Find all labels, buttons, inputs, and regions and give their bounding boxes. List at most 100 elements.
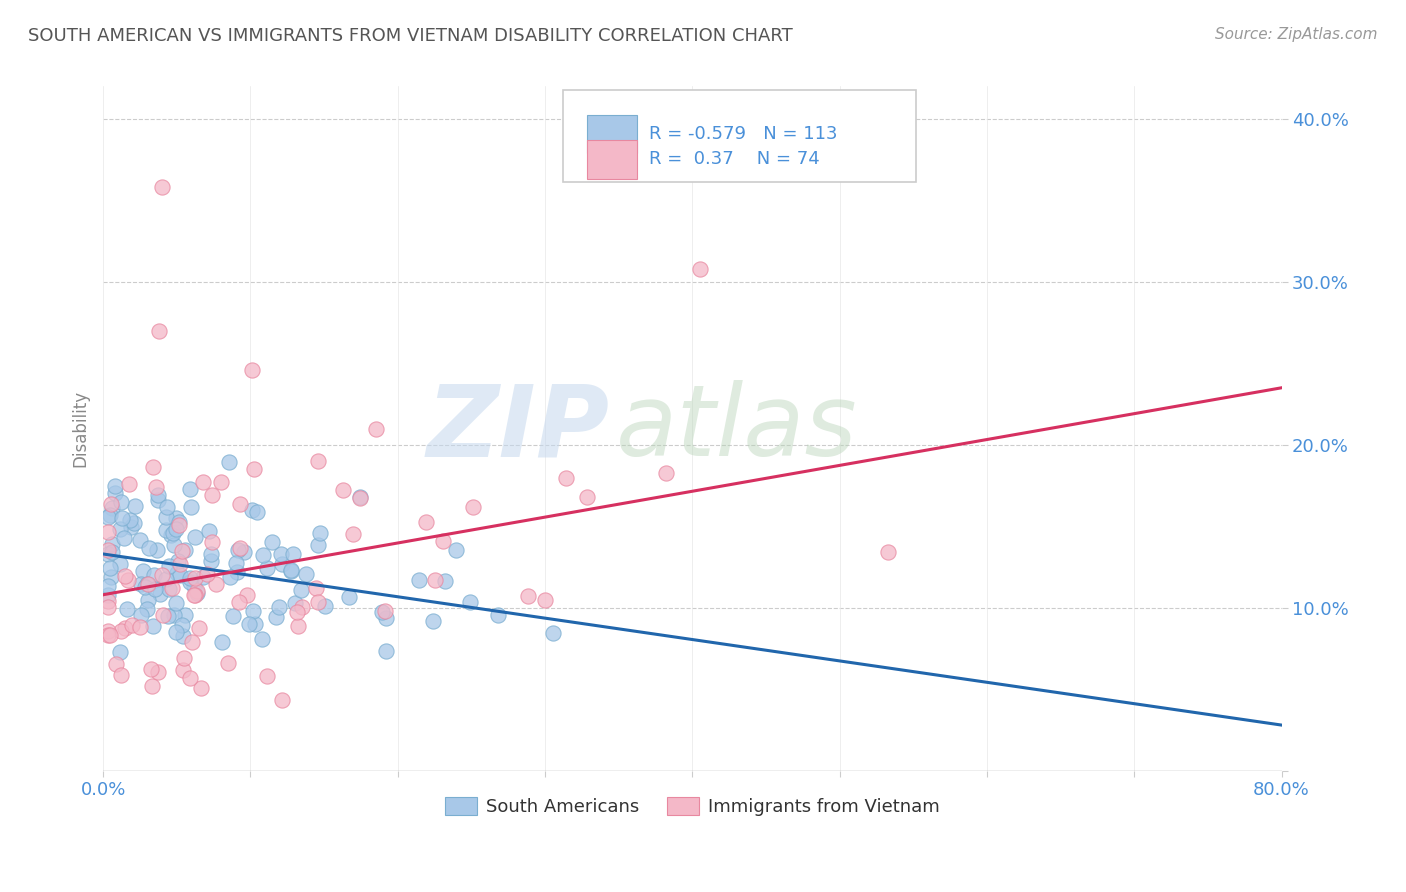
Point xyxy=(117,573,139,587)
Point xyxy=(146,488,169,502)
Point xyxy=(198,524,221,538)
Point xyxy=(114,569,136,583)
Text: ZIP: ZIP xyxy=(427,380,610,477)
Point xyxy=(134,580,156,594)
Point xyxy=(281,547,304,561)
Point xyxy=(337,590,360,604)
Point xyxy=(179,671,201,685)
Point xyxy=(541,626,564,640)
Point xyxy=(100,544,122,558)
Point xyxy=(165,522,187,536)
Point xyxy=(183,588,205,602)
Point xyxy=(226,565,249,579)
Point xyxy=(876,545,898,559)
Point xyxy=(146,665,169,680)
Point xyxy=(173,543,195,558)
Point xyxy=(148,324,170,338)
Point xyxy=(120,513,142,527)
Point xyxy=(295,567,318,582)
Point xyxy=(170,618,193,632)
Point xyxy=(110,624,132,638)
Point xyxy=(689,261,711,276)
Point xyxy=(166,566,188,581)
Point xyxy=(211,634,233,648)
Point xyxy=(167,554,190,568)
Point xyxy=(238,617,260,632)
Point xyxy=(146,492,169,507)
Point xyxy=(242,604,264,618)
Point xyxy=(167,517,190,532)
Point xyxy=(152,607,174,622)
Point xyxy=(186,585,208,599)
Point xyxy=(236,589,259,603)
Point xyxy=(110,668,132,682)
Point xyxy=(138,541,160,555)
Point xyxy=(264,610,287,624)
Point xyxy=(122,516,145,531)
Point xyxy=(100,570,122,584)
Point xyxy=(146,542,169,557)
Point xyxy=(555,470,578,484)
Point xyxy=(446,543,468,558)
Point xyxy=(222,609,245,624)
Point xyxy=(163,538,186,552)
Point xyxy=(155,509,177,524)
Point xyxy=(165,596,187,610)
Point xyxy=(534,592,557,607)
Point xyxy=(195,567,218,582)
Point xyxy=(104,478,127,492)
Point xyxy=(111,511,134,525)
Point xyxy=(204,577,226,591)
Text: R = -0.579   N = 113: R = -0.579 N = 113 xyxy=(648,125,837,143)
Point xyxy=(96,525,118,540)
Text: atlas: atlas xyxy=(616,380,858,477)
Point xyxy=(114,621,136,635)
Point xyxy=(174,608,197,623)
FancyBboxPatch shape xyxy=(588,115,637,153)
Point xyxy=(307,454,329,468)
Point xyxy=(180,635,202,649)
Point xyxy=(114,531,136,545)
Point xyxy=(190,681,212,695)
Point xyxy=(188,621,211,635)
Point xyxy=(129,577,152,591)
Point xyxy=(270,547,292,561)
Point xyxy=(305,581,328,595)
Point xyxy=(201,488,224,502)
Point xyxy=(422,614,444,628)
Point xyxy=(243,616,266,631)
Point xyxy=(240,363,263,377)
Point xyxy=(136,576,159,591)
Point xyxy=(270,558,292,572)
Point xyxy=(180,500,202,514)
Point xyxy=(486,607,509,622)
Point xyxy=(105,657,128,672)
Point xyxy=(172,629,194,643)
Point xyxy=(167,516,190,530)
Point xyxy=(267,600,290,615)
Point xyxy=(101,537,124,551)
Point xyxy=(155,572,177,586)
Point xyxy=(280,563,302,577)
Point xyxy=(115,602,138,616)
Point xyxy=(179,574,201,589)
Point xyxy=(218,569,240,583)
FancyBboxPatch shape xyxy=(588,140,637,178)
Point xyxy=(143,567,166,582)
Point xyxy=(155,523,177,537)
Point xyxy=(252,632,274,646)
Y-axis label: Disability: Disability xyxy=(72,390,89,467)
Point xyxy=(156,609,179,624)
Point xyxy=(96,600,118,615)
Point xyxy=(173,651,195,665)
Point xyxy=(172,544,194,558)
Point xyxy=(229,497,252,511)
Point xyxy=(423,573,446,587)
Text: Source: ZipAtlas.com: Source: ZipAtlas.com xyxy=(1215,27,1378,42)
Point xyxy=(136,592,159,607)
Point xyxy=(98,561,121,575)
Point xyxy=(160,528,183,542)
Point xyxy=(135,602,157,616)
Point xyxy=(270,693,292,707)
FancyBboxPatch shape xyxy=(562,90,917,182)
